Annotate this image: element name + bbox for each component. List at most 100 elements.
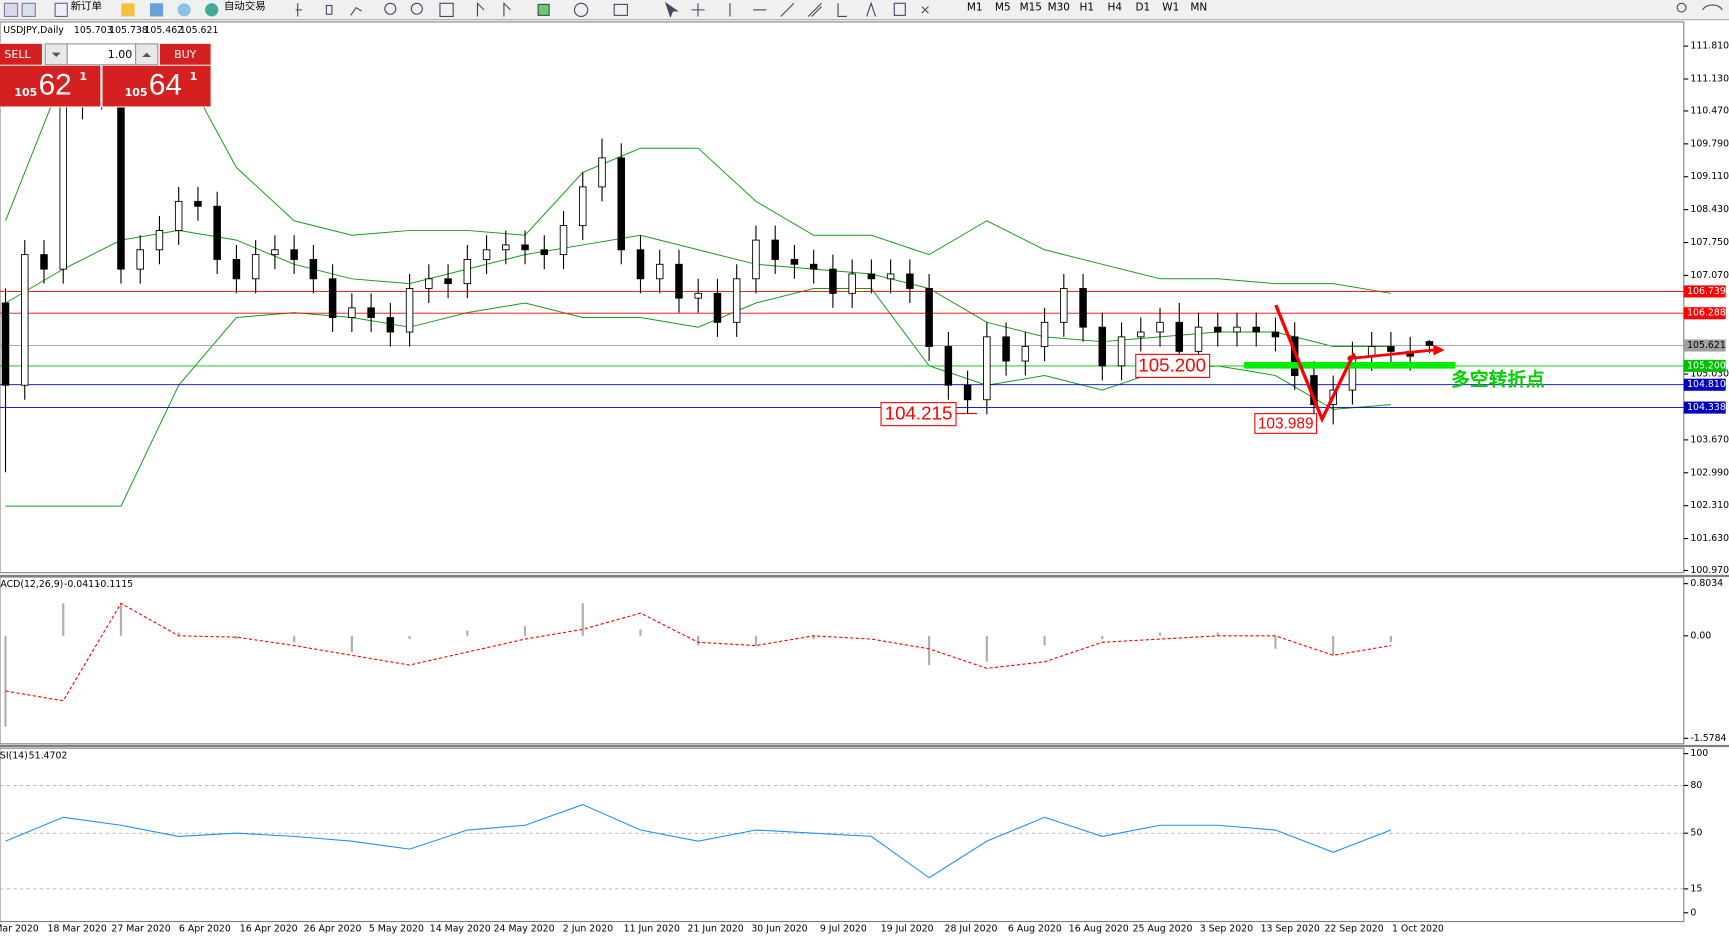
timeframe-button[interactable]: M1 <box>967 2 983 14</box>
sell-price-prefix: 105 <box>14 86 37 99</box>
search-icon[interactable] <box>1676 2 1687 13</box>
icon[interactable] <box>866 1 877 17</box>
candle-body <box>1079 288 1087 328</box>
sell-button[interactable] <box>0 43 42 65</box>
icon[interactable] <box>177 3 191 17</box>
timeframe-button[interactable]: MN <box>1190 2 1207 14</box>
x-tick-label: 27 Mar 2020 <box>111 924 170 935</box>
icon[interactable] <box>476 1 485 17</box>
icon[interactable] <box>573 2 589 18</box>
candle-body <box>174 200 183 231</box>
candle-body <box>1 302 10 386</box>
low-label: 104.215 <box>885 403 953 424</box>
timeframe-button[interactable]: M30 <box>1048 2 1070 14</box>
annotations: 104.215 105.200 103.989 多空转折点 <box>880 304 1545 434</box>
lot-value[interactable]: 1.00 <box>108 48 133 61</box>
icon[interactable] <box>837 3 847 18</box>
candle-body <box>771 239 779 260</box>
y-tick-label: 102.990 <box>1690 467 1729 478</box>
y-tick-label: 107.070 <box>1690 270 1729 281</box>
candle-body <box>521 244 529 251</box>
timeframe-button[interactable]: H4 <box>1108 2 1123 14</box>
candle-body <box>655 263 664 280</box>
macd-bar <box>62 603 65 636</box>
arrow-head <box>1433 344 1445 356</box>
candle-body <box>444 278 452 285</box>
icon[interactable] <box>121 3 135 17</box>
y-tick-label: 107.750 <box>1690 237 1729 248</box>
candle-body <box>271 249 279 256</box>
sell-price-box[interactable] <box>0 65 101 107</box>
macd-signal <box>5 602 1392 702</box>
auto-trade-button[interactable]: 自动交易 <box>224 0 266 13</box>
icon[interactable] <box>780 2 795 17</box>
new-order-icon[interactable] <box>54 2 68 18</box>
macd-bar <box>1043 635 1046 646</box>
x-tick-label: 22 Sep 2020 <box>1324 924 1383 935</box>
new-order-button[interactable]: 新订单 <box>71 0 102 13</box>
macd-bar <box>928 635 931 666</box>
timeframe-button[interactable]: M5 <box>995 2 1011 14</box>
auto-trade-icon[interactable] <box>205 3 219 17</box>
timeframe-button[interactable]: D1 <box>1135 2 1150 14</box>
trend-arrow <box>1347 348 1434 361</box>
icon[interactable] <box>807 2 822 17</box>
sell-label[interactable]: SELL <box>4 48 31 61</box>
y-tick-label: 108.430 <box>1690 204 1729 215</box>
candle-body <box>540 249 549 256</box>
icon[interactable] <box>384 2 397 15</box>
candle-body <box>348 307 356 318</box>
icon[interactable] <box>613 3 628 16</box>
toolbar-bg <box>0 0 1729 20</box>
candle-body <box>636 249 645 280</box>
panel-separator <box>0 574 1729 578</box>
icon[interactable] <box>149 3 164 17</box>
icon[interactable] <box>21 2 36 18</box>
icon[interactable] <box>1702 4 1723 11</box>
y-tick-label: 102.310 <box>1690 500 1729 511</box>
candle-body <box>1040 321 1049 347</box>
timeframe-button[interactable]: M15 <box>1020 2 1042 14</box>
timeframe-button[interactable]: W1 <box>1162 2 1179 14</box>
symbol-title: USDJPY,Daily <box>3 25 64 36</box>
macd-bar <box>985 635 988 662</box>
buy-button[interactable] <box>159 43 211 65</box>
level-label: 105.621 <box>1687 340 1726 351</box>
candle-body <box>867 273 876 280</box>
x-tick-label: 13 Sep 2020 <box>1261 924 1320 935</box>
icon[interactable] <box>410 2 423 15</box>
candle-body <box>1098 326 1107 367</box>
icon[interactable] <box>503 1 511 17</box>
icon[interactable] <box>3 2 19 18</box>
x-tick-label: 2 Jun 2020 <box>563 924 613 935</box>
y-tick-label: 110.470 <box>1690 105 1729 116</box>
candle-body <box>502 244 510 251</box>
timeframe-button[interactable]: H1 <box>1080 2 1095 14</box>
buy-price-prefix: 105 <box>125 86 148 99</box>
macd-bar <box>1101 635 1104 640</box>
icon[interactable] <box>664 1 679 19</box>
candle-body <box>425 278 433 289</box>
macd-panel <box>0 576 1685 745</box>
icon[interactable] <box>439 2 454 18</box>
candle-body <box>1387 346 1395 352</box>
buy-label[interactable]: BUY <box>174 48 197 61</box>
icon[interactable] <box>350 6 362 16</box>
icon[interactable] <box>295 3 303 17</box>
buy-price-box[interactable] <box>102 65 211 107</box>
candle-body <box>694 292 702 299</box>
icon[interactable] <box>921 6 929 14</box>
y-tick-label: 109.790 <box>1690 138 1729 149</box>
icon[interactable] <box>893 2 906 16</box>
note: 多空转折点 <box>1451 369 1545 391</box>
icon[interactable] <box>325 4 333 15</box>
x-tick-label: 11 Jun 2020 <box>624 924 680 935</box>
candle-body <box>829 268 837 294</box>
icon[interactable] <box>691 3 705 17</box>
macd-name: MACD(12,26,9) <box>0 579 63 590</box>
candle-body <box>732 278 741 323</box>
macd-bar <box>4 635 7 727</box>
x-tick-label: 14 May 2020 <box>430 924 491 935</box>
x-tick-label: 19 Jul 2020 <box>881 924 934 935</box>
icon[interactable] <box>537 3 550 16</box>
